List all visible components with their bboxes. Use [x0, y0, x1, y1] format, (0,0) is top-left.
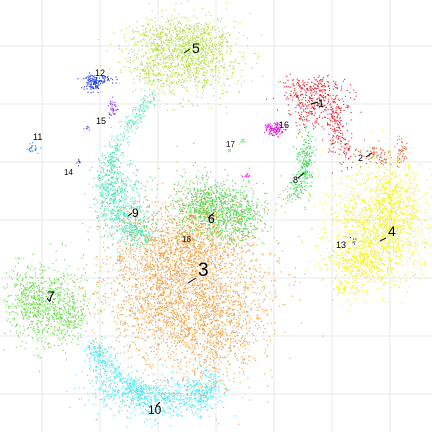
- cluster-14-label: 14: [64, 168, 73, 177]
- cluster-15-label: 15: [96, 116, 106, 126]
- cluster-9-points: [84, 126, 158, 255]
- cluster-5-leader-line: [183, 48, 191, 54]
- cluster-11-points: [26, 142, 42, 154]
- cluster-4-leader-line: [379, 237, 387, 242]
- cluster-7-leader-line: [46, 297, 51, 303]
- cluster-10-label: 10: [148, 403, 162, 417]
- bridge-points-4: [283, 185, 303, 204]
- cluster-10-leader-line: [155, 401, 161, 407]
- cluster-2-leader-line: [365, 152, 373, 158]
- cluster-16-label: 16: [279, 120, 289, 130]
- cluster-11-label: 11: [33, 132, 42, 142]
- cluster-16-points: [242, 121, 287, 178]
- scatter-points: [3, 0, 432, 428]
- bridge-points-2: [196, 359, 222, 411]
- cluster-6-label: 6: [208, 212, 215, 226]
- cluster-13-points: [349, 237, 357, 245]
- cluster-9-label: 9: [132, 206, 139, 220]
- cluster-3-points: [65, 143, 335, 425]
- cluster-1-points: [266, 73, 362, 174]
- bridge-points-3: [103, 207, 156, 249]
- cluster-7-points: [3, 242, 120, 373]
- cluster-5-label: 5: [192, 40, 200, 56]
- cluster-6-leader-line: [207, 212, 215, 219]
- cluster-3-leader-line: [187, 277, 197, 284]
- cluster-8-label: 8: [293, 175, 298, 185]
- cluster-4-label: 4: [388, 223, 396, 239]
- cluster-8-points: [286, 120, 317, 210]
- cluster-12-label: 12: [95, 68, 105, 78]
- cluster-18-points: [117, 231, 195, 262]
- cluster-7-label: 7: [47, 288, 55, 304]
- cluster-14-points: [76, 159, 81, 167]
- cluster-17-points: [227, 138, 246, 153]
- cluster-15-points: [83, 96, 119, 131]
- cluster-3-label: 3: [198, 260, 209, 281]
- cluster-12-points: [77, 72, 118, 94]
- cluster-5-points: [97, 0, 279, 145]
- bridge-points-0: [102, 90, 156, 169]
- cluster-2-label: 2: [358, 153, 363, 163]
- cluster-18-label: 18: [182, 235, 191, 244]
- cluster-13-label: 13: [336, 240, 346, 250]
- cluster-6-points: [143, 161, 286, 267]
- cluster-4-points: [305, 130, 432, 312]
- cluster-1-label: 1: [318, 98, 324, 110]
- cluster-8-leader-line: [297, 172, 305, 179]
- cluster-17-label: 17: [226, 140, 235, 149]
- bridge-points-1: [83, 338, 153, 402]
- cluster-9-leader-line: [127, 212, 133, 217]
- cluster-1-leader-line: [310, 101, 319, 105]
